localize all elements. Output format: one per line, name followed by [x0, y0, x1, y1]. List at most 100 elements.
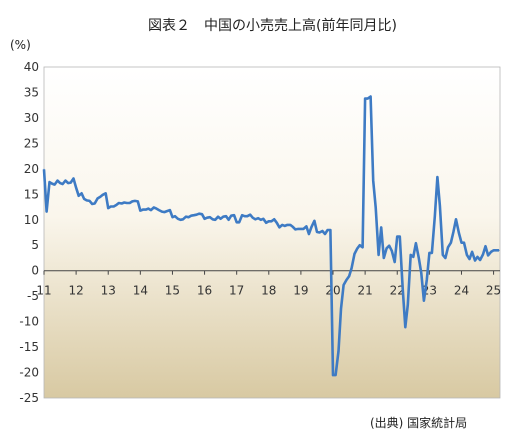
y-tick-label: 5 [31, 238, 39, 252]
data-point [201, 213, 203, 215]
data-point [367, 98, 369, 100]
data-point [139, 210, 141, 212]
data-point [273, 218, 275, 220]
data-point [185, 216, 187, 218]
data-point [193, 214, 195, 216]
data-point [83, 198, 85, 200]
data-point [56, 180, 59, 182]
data-point [115, 204, 117, 206]
data-point [420, 272, 422, 274]
x-tick-label: 13 [101, 284, 116, 298]
data-point [324, 233, 326, 235]
data-point [276, 222, 278, 224]
data-point [431, 252, 433, 254]
data-point [89, 200, 91, 202]
data-point [364, 98, 366, 100]
x-tick-label: 14 [133, 284, 148, 298]
data-point [353, 253, 356, 255]
y-tick-label: -20 [19, 366, 39, 380]
data-point [426, 279, 428, 281]
data-point [297, 228, 299, 230]
data-point [220, 218, 222, 220]
data-point [161, 211, 163, 213]
data-point [302, 228, 305, 230]
data-point [402, 287, 404, 290]
data-point [166, 210, 168, 212]
x-tick-label: 25 [486, 284, 501, 298]
data-point [230, 215, 232, 217]
data-point [466, 254, 468, 256]
data-point [142, 209, 144, 211]
data-point [468, 258, 471, 260]
data-point [134, 200, 136, 202]
data-point [495, 249, 497, 251]
y-tick-label: 20 [24, 162, 39, 176]
data-point [254, 218, 256, 220]
data-point [59, 182, 61, 184]
data-point [444, 257, 446, 259]
y-tick-label: -25 [19, 391, 39, 405]
data-point [423, 300, 425, 302]
y-tick-label: -5 [27, 289, 39, 303]
data-point [386, 247, 388, 249]
data-point [102, 194, 104, 196]
data-point [332, 374, 334, 376]
data-point [241, 214, 243, 216]
data-point [474, 259, 476, 262]
data-point [206, 217, 208, 219]
data-point [64, 180, 67, 182]
data-point [238, 221, 240, 223]
data-point [249, 214, 251, 216]
data-point [300, 228, 302, 230]
data-point [236, 221, 238, 223]
data-point [107, 207, 109, 209]
x-tick-label: 18 [261, 284, 276, 298]
data-point [260, 219, 262, 221]
data-point [484, 245, 487, 247]
data-point [78, 195, 80, 197]
data-point [182, 218, 184, 220]
y-tick-label: 30 [24, 111, 39, 125]
data-point [177, 218, 179, 220]
data-point [121, 202, 123, 205]
data-point [94, 202, 96, 205]
data-point [348, 275, 350, 277]
data-point [153, 206, 155, 209]
data-point [337, 350, 340, 352]
data-point [158, 209, 160, 211]
data-point [233, 214, 235, 216]
data-point [452, 231, 454, 233]
data-point [378, 254, 380, 256]
data-point [380, 226, 382, 228]
data-point [75, 187, 77, 189]
data-point [294, 228, 296, 230]
x-tick-label: 19 [293, 284, 308, 298]
data-point [97, 197, 99, 199]
data-point [137, 200, 139, 202]
data-point [327, 229, 329, 231]
data-point [204, 218, 206, 220]
y-tick-label: 15 [24, 187, 39, 201]
data-point [198, 213, 200, 215]
data-point [284, 225, 286, 227]
data-point [362, 246, 364, 248]
data-point [270, 220, 272, 222]
data-point [329, 229, 331, 231]
x-tick-label: 21 [357, 284, 372, 298]
data-point [450, 242, 452, 244]
data-point [70, 182, 72, 184]
source-note: (出典) 国家統計局 [370, 415, 467, 430]
data-point [340, 308, 342, 310]
data-point [91, 203, 93, 205]
data-point [129, 202, 131, 204]
y-tick-label: 0 [31, 264, 39, 278]
data-point [442, 254, 444, 256]
data-point [436, 176, 438, 178]
data-point [343, 284, 345, 286]
data-point [171, 216, 174, 218]
y-tick-label: 25 [24, 136, 39, 150]
data-point [212, 218, 214, 220]
data-point [246, 215, 248, 217]
data-point [281, 224, 283, 226]
